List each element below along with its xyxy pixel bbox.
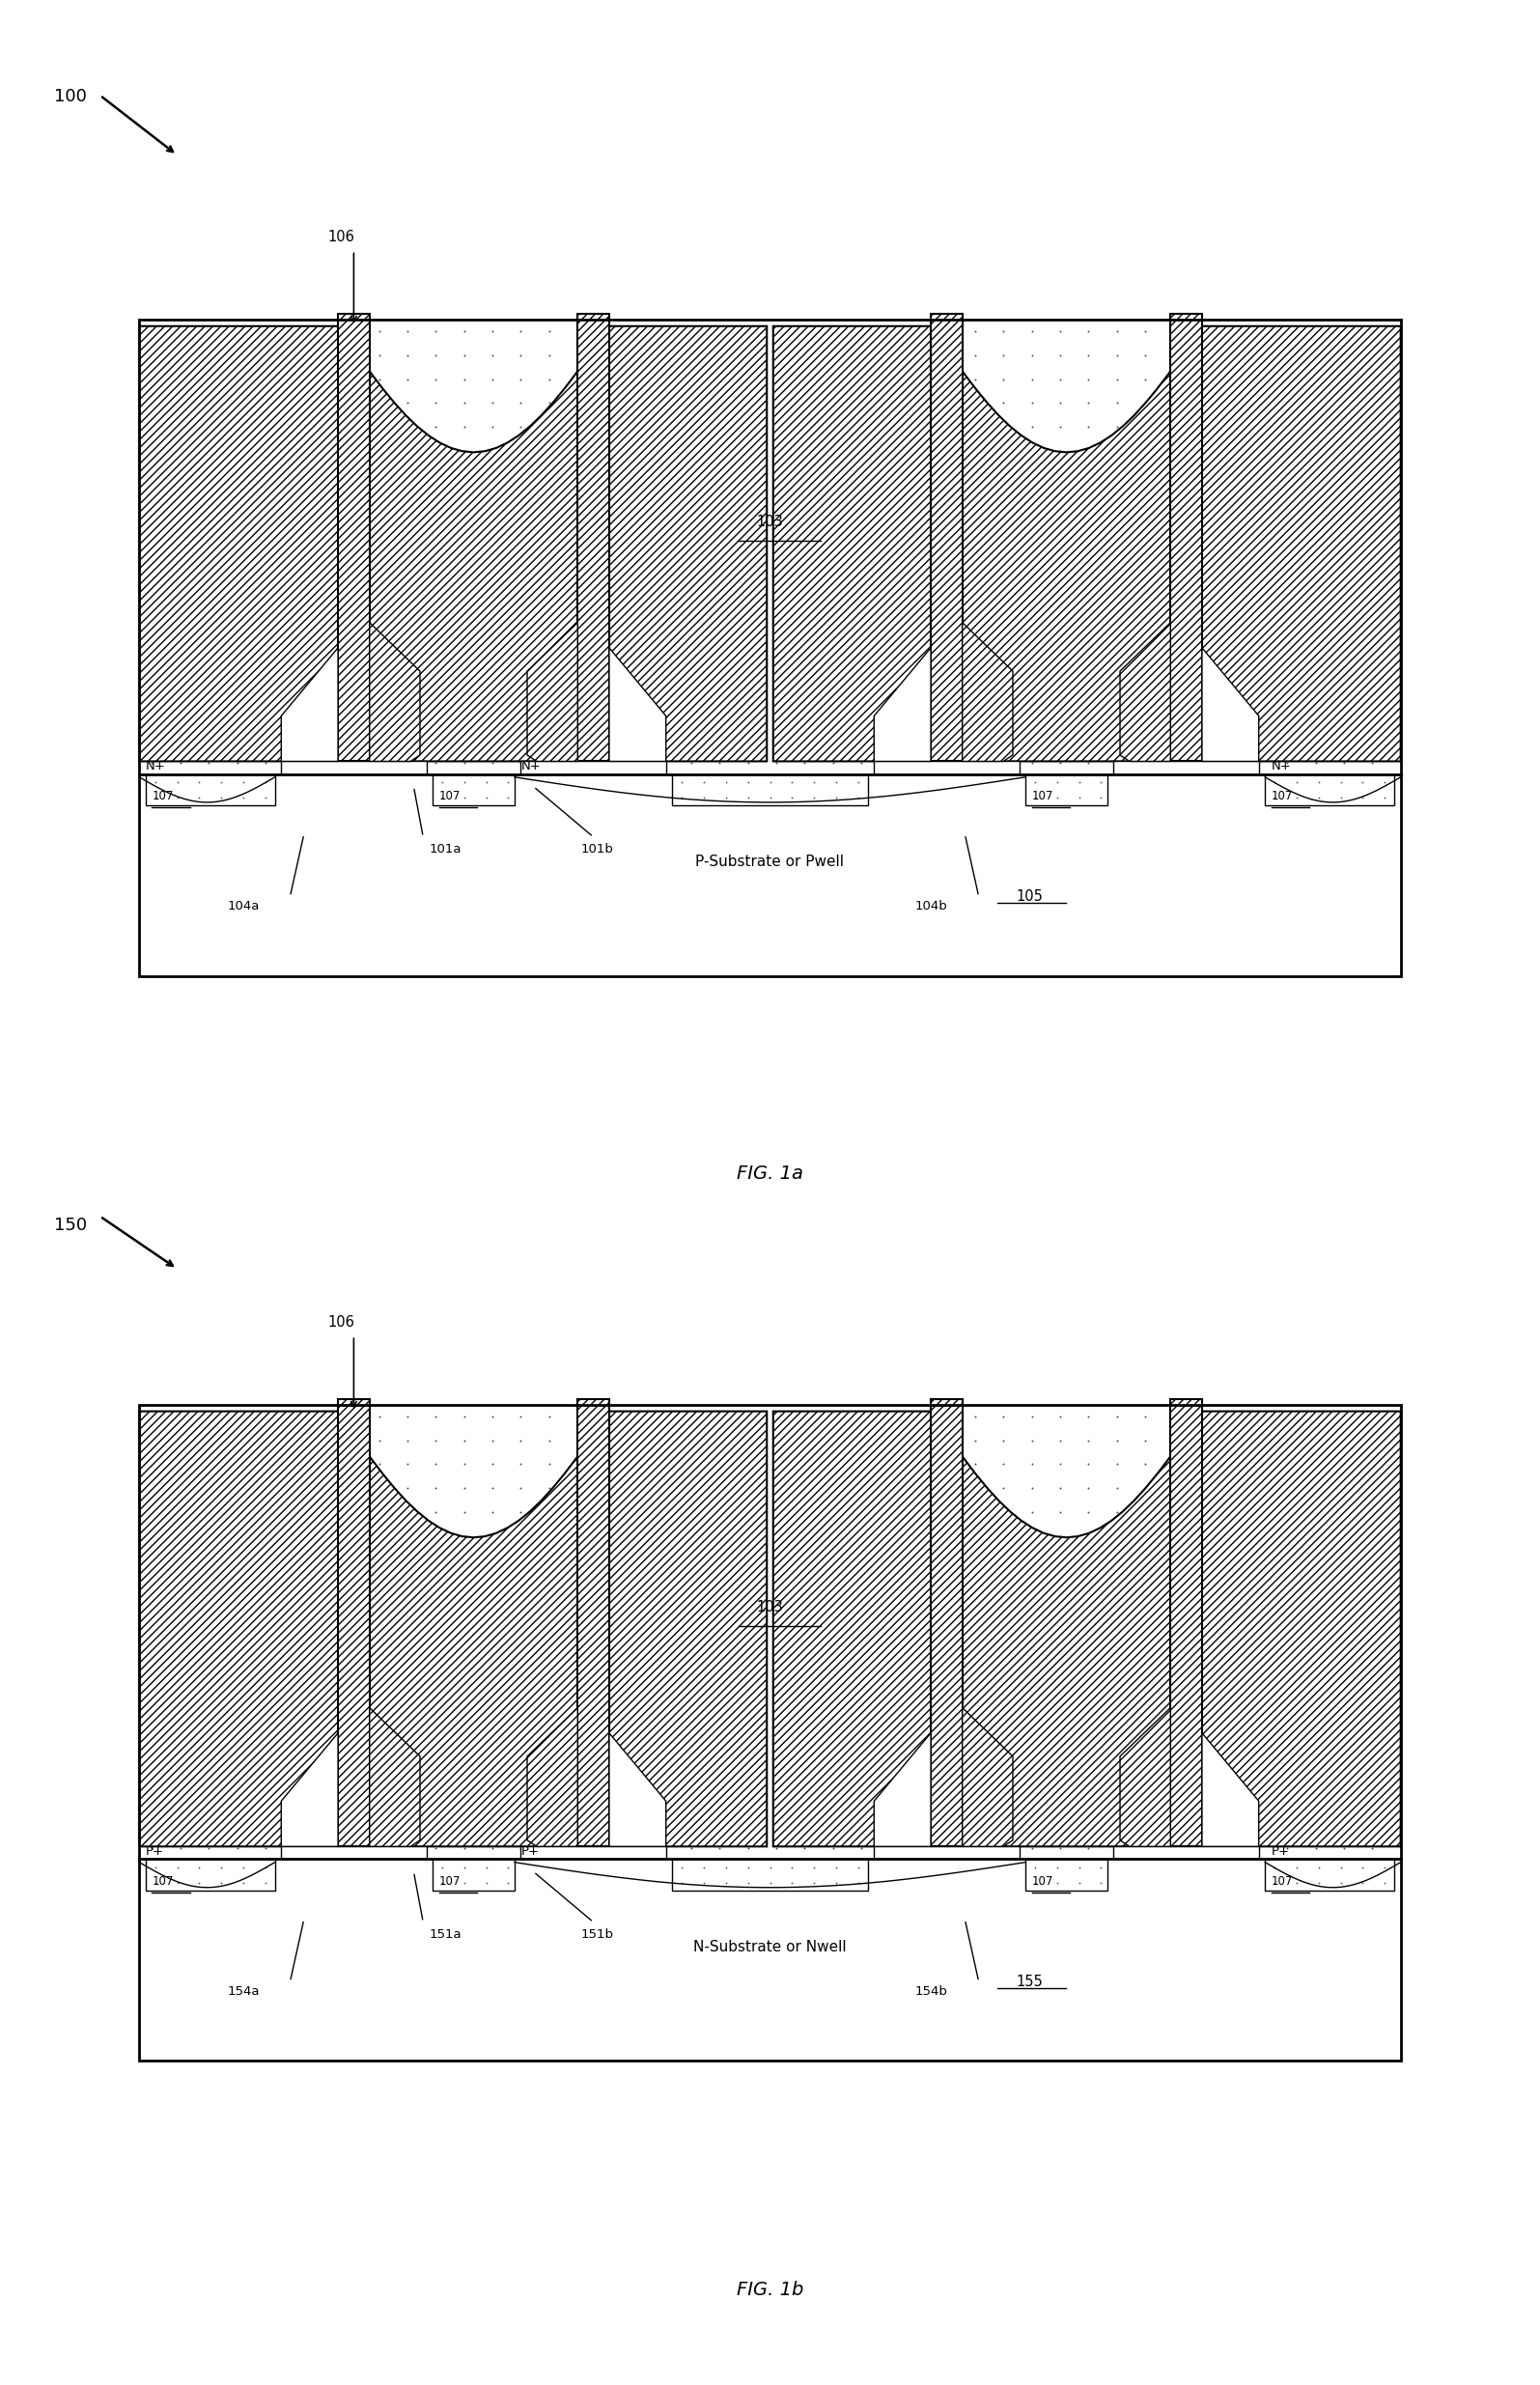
Text: P+: P+ (146, 1846, 163, 1858)
Polygon shape (1120, 1708, 1170, 1846)
Text: 104b: 104b (915, 899, 947, 913)
Text: N+: N+ (521, 761, 541, 773)
Polygon shape (773, 1412, 1401, 1846)
Text: 107: 107 (439, 1875, 460, 1887)
Bar (1026, 775, 1107, 806)
Bar (930, 1398, 962, 1846)
Polygon shape (773, 327, 1401, 761)
Bar (1170, 312, 1203, 761)
Polygon shape (527, 1708, 578, 1846)
Text: 107: 107 (439, 789, 460, 801)
Bar (433, 1860, 514, 1891)
Bar (139, 1405, 1401, 2061)
Bar (1113, 1846, 1258, 1860)
Bar (1170, 1398, 1203, 1846)
Bar (673, 775, 867, 806)
Bar (139, 320, 1401, 975)
Bar (875, 1846, 1019, 1860)
Polygon shape (875, 1734, 930, 1846)
Polygon shape (962, 1708, 1013, 1846)
Bar (139, 775, 1401, 975)
Text: 107: 107 (1272, 789, 1294, 801)
Bar (146, 1860, 276, 1891)
Bar (337, 312, 370, 761)
Polygon shape (139, 327, 767, 761)
Polygon shape (1120, 622, 1170, 761)
Text: 103: 103 (756, 1600, 784, 1615)
Bar (139, 320, 1401, 975)
Bar (139, 320, 1401, 775)
Text: 151a: 151a (430, 1929, 462, 1941)
Polygon shape (139, 1412, 767, 1846)
Text: N+: N+ (1272, 761, 1292, 773)
Polygon shape (527, 622, 578, 761)
Bar (433, 775, 514, 806)
Polygon shape (875, 649, 930, 761)
Text: 107: 107 (152, 789, 174, 801)
Bar (1113, 761, 1258, 775)
Bar (146, 775, 276, 806)
Polygon shape (1203, 1734, 1258, 1846)
Text: P+: P+ (521, 1846, 539, 1858)
Bar (930, 312, 962, 761)
Text: 154b: 154b (915, 1984, 947, 1999)
Text: 106: 106 (328, 229, 354, 243)
Polygon shape (282, 649, 337, 761)
Text: 107: 107 (1032, 1875, 1053, 1887)
Text: P+: P+ (1272, 1846, 1289, 1858)
Bar (1264, 775, 1394, 806)
Bar (1264, 1860, 1394, 1891)
Text: P-Substrate or Pwell: P-Substrate or Pwell (696, 854, 844, 871)
Bar (139, 1405, 1401, 1860)
Bar (578, 1398, 610, 1846)
Polygon shape (610, 1734, 665, 1846)
Text: 154a: 154a (228, 1984, 260, 1999)
Text: 155: 155 (1016, 1975, 1043, 1989)
Bar (139, 1860, 1401, 2061)
Bar (282, 1846, 427, 1860)
Text: N-Substrate or Nwell: N-Substrate or Nwell (693, 1939, 847, 1956)
Text: 103: 103 (756, 515, 784, 529)
Polygon shape (1203, 649, 1258, 761)
Bar (337, 1398, 370, 1846)
Text: 107: 107 (1032, 789, 1053, 801)
Text: 150: 150 (54, 1216, 86, 1233)
Bar (521, 1846, 665, 1860)
Bar (521, 761, 665, 775)
Text: 105: 105 (1016, 890, 1043, 904)
Bar (673, 1860, 867, 1891)
Polygon shape (962, 622, 1013, 761)
Text: 100: 100 (54, 88, 86, 105)
Polygon shape (370, 622, 420, 761)
Text: 107: 107 (152, 1875, 174, 1887)
Bar (875, 761, 1019, 775)
Bar (139, 1405, 1401, 2061)
Text: FIG. 1a: FIG. 1a (736, 1164, 804, 1183)
Polygon shape (610, 649, 665, 761)
Text: 104a: 104a (228, 899, 260, 913)
Text: 106: 106 (328, 1314, 354, 1328)
Polygon shape (370, 1708, 420, 1846)
Text: 101a: 101a (430, 844, 462, 856)
Bar (578, 312, 610, 761)
Bar (1026, 1860, 1107, 1891)
Text: N+: N+ (146, 761, 166, 773)
Text: 151b: 151b (581, 1929, 613, 1941)
Polygon shape (282, 1734, 337, 1846)
Text: 101b: 101b (581, 844, 613, 856)
Text: 107: 107 (1272, 1875, 1294, 1887)
Bar (282, 761, 427, 775)
Text: FIG. 1b: FIG. 1b (736, 2280, 804, 2299)
